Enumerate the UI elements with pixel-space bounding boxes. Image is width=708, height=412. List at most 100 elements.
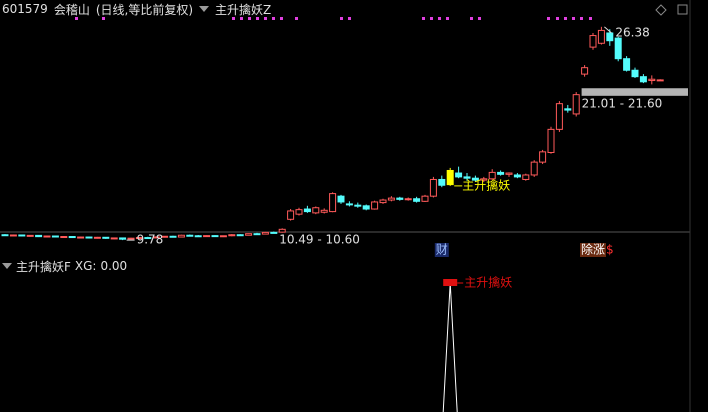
candle-body <box>471 177 479 181</box>
header: 601579 会稽山 (日线,等比前复权) 主升擒妖Z <box>2 1 271 17</box>
candle-body <box>9 234 17 237</box>
candle-body <box>93 236 101 239</box>
candle-body <box>497 171 505 175</box>
candle-body <box>639 76 647 83</box>
candle-body <box>379 199 387 204</box>
window-button[interactable] <box>677 4 688 15</box>
candle-body <box>152 236 160 239</box>
candle-body <box>219 235 227 238</box>
range-bar <box>581 88 688 96</box>
candle-body <box>614 37 622 60</box>
tag: 除涨 <box>581 242 605 257</box>
candle-body <box>480 178 488 181</box>
diamond-button[interactable] <box>655 4 667 16</box>
candle-body <box>631 69 639 78</box>
arrow <box>604 26 612 34</box>
candle-body <box>60 236 68 239</box>
candle-body <box>371 201 379 210</box>
candle-body <box>169 235 177 238</box>
indicator-box <box>443 279 458 286</box>
candle-body <box>211 235 219 238</box>
dropdown-icon[interactable] <box>2 263 12 269</box>
candle-body <box>345 203 353 206</box>
tag: 财 <box>436 243 448 257</box>
candle-body <box>606 32 614 42</box>
signal-label: 主升擒妖 <box>462 177 510 192</box>
candle-body <box>1 234 9 237</box>
candle-body <box>186 234 194 237</box>
candle-body <box>354 204 362 207</box>
candle-body <box>564 108 572 111</box>
candle-body <box>177 234 185 238</box>
candle-body <box>320 209 328 213</box>
candle-body <box>329 193 337 213</box>
candle-body <box>278 228 286 233</box>
stock-code: 601579 <box>2 2 48 16</box>
indicator-signal-label: 主升擒妖 <box>464 275 512 290</box>
candle-body <box>463 176 471 179</box>
candle-body <box>539 151 547 163</box>
candle-body <box>455 172 463 178</box>
candle-body <box>337 195 345 203</box>
candle-body <box>597 29 605 44</box>
candle-body <box>572 94 580 115</box>
candle-body <box>68 236 76 239</box>
candle-body <box>312 207 320 214</box>
candle-body <box>547 128 555 153</box>
signal-dots <box>75 17 592 20</box>
candle-body <box>261 231 269 235</box>
candle-body <box>421 195 429 202</box>
candle-body <box>43 235 51 238</box>
dropdown-icon[interactable] <box>199 6 210 12</box>
range-label: 10.49 - 10.60 <box>279 233 360 247</box>
candle-body <box>287 210 295 220</box>
candle-body <box>228 234 236 237</box>
stock-name: 会稽山 <box>53 2 90 17</box>
indicator-spike <box>442 282 458 412</box>
high-label: 26.38 <box>615 25 649 39</box>
candle-body <box>35 234 43 238</box>
candle-body <box>245 233 253 236</box>
candle-body <box>26 234 34 237</box>
xg-label: XG: <box>74 259 97 273</box>
candle-body <box>446 169 454 186</box>
candle-body <box>505 172 513 175</box>
candle-body <box>194 235 202 238</box>
candle-body <box>77 236 85 239</box>
candle-body <box>413 198 421 202</box>
candle-body <box>438 178 446 186</box>
indicator-name: 主升擒妖Z <box>215 2 272 17</box>
period: (日线,等比前复权) <box>95 2 194 17</box>
candle-body <box>85 236 93 239</box>
candle-body <box>270 231 278 234</box>
candle-body <box>488 171 496 180</box>
low-label: 9.78 <box>137 233 164 247</box>
tag-bg <box>580 243 606 257</box>
xg-value: 0.00 <box>100 259 128 273</box>
candle-body <box>648 78 656 82</box>
candle-body <box>144 237 152 240</box>
tag-bg <box>434 243 449 257</box>
tag: $ <box>606 243 614 257</box>
candle-body <box>203 235 211 238</box>
candle-body <box>396 197 404 200</box>
candle-body <box>135 237 143 240</box>
candle-body <box>555 103 563 130</box>
candle-body <box>119 237 127 240</box>
range-label: 21.01 - 21.60 <box>582 96 663 110</box>
candle-body <box>589 35 597 48</box>
candle-body <box>102 236 110 239</box>
candle-body <box>656 79 664 82</box>
candle-body <box>623 58 631 71</box>
candle-body <box>429 178 437 197</box>
candle-body <box>18 234 26 237</box>
candle-body <box>387 197 395 201</box>
indicator-header: 主升擒妖F XG: 0.00 <box>2 258 127 274</box>
candle-body <box>295 209 303 215</box>
candle-body <box>530 161 538 176</box>
candle-body <box>581 67 589 75</box>
candle-body <box>51 235 59 238</box>
candle-body <box>303 208 311 213</box>
